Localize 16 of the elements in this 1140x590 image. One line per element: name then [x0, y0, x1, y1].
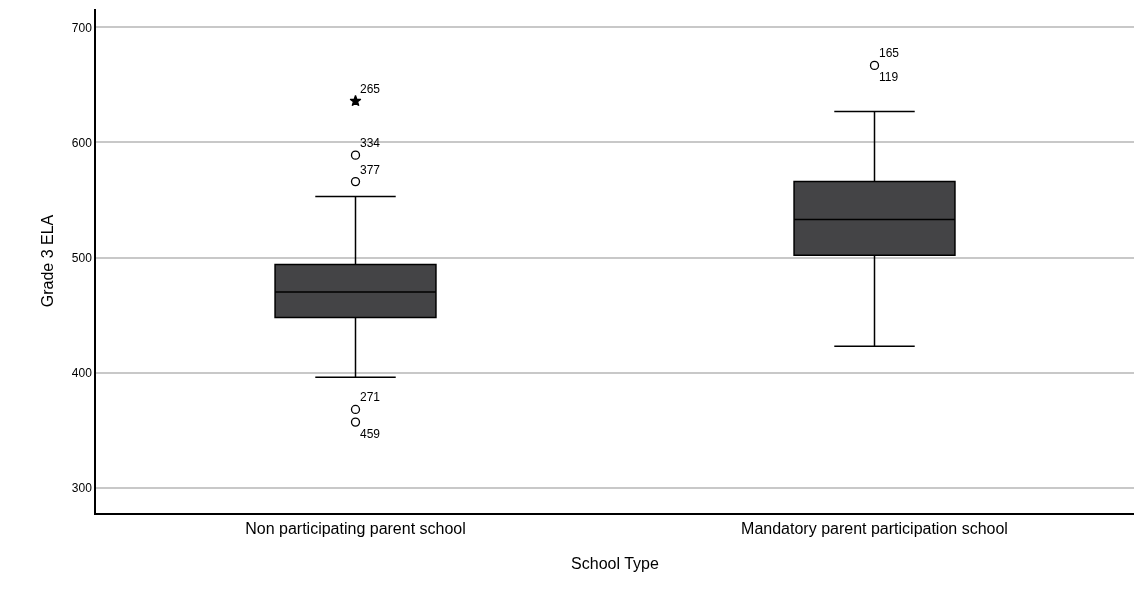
y-tick-label: 500: [71, 250, 93, 265]
annotation: 459: [360, 427, 381, 441]
annotation: 377: [360, 163, 381, 177]
annotation: 271: [360, 390, 381, 404]
y-tick-label: 600: [71, 135, 93, 150]
y-tick-label: 700: [71, 20, 93, 35]
x-axis-title: School Type: [571, 555, 659, 573]
y-axis-title: Grade 3 ELA: [39, 214, 57, 308]
x-tick-label: Mandatory parent participation school: [741, 519, 1008, 537]
annotation: 119: [879, 70, 899, 84]
annotation: 265: [360, 82, 381, 96]
y-tick-label: 400: [71, 365, 93, 380]
annotation: 165: [879, 46, 900, 60]
x-tick-label: Non participating parent school: [245, 519, 466, 537]
y-tick-label: 300: [71, 480, 93, 495]
annotation: 334: [360, 136, 381, 150]
